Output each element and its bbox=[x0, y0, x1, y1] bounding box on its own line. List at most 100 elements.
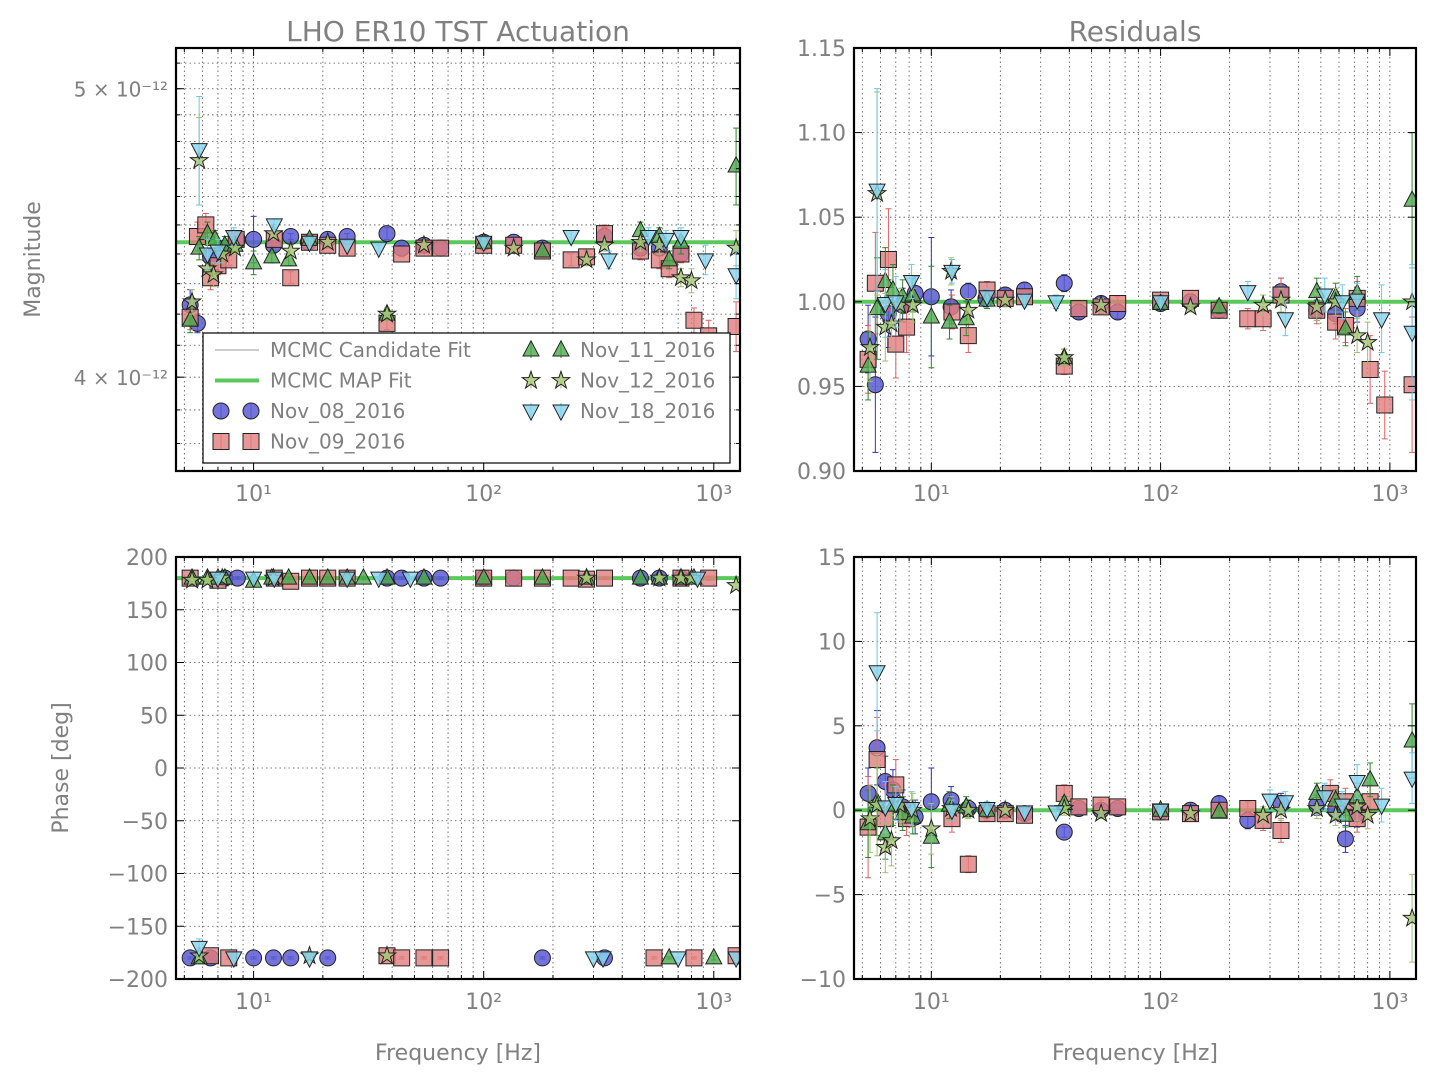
data-point bbox=[279, 567, 298, 585]
data-point bbox=[1403, 376, 1416, 394]
data-point bbox=[244, 571, 263, 589]
x-tick-label: 10² bbox=[1142, 990, 1179, 1015]
y-tick-label: 0 bbox=[154, 757, 168, 782]
data-point bbox=[1346, 324, 1368, 345]
data-point bbox=[282, 949, 300, 967]
data-point bbox=[595, 569, 613, 587]
data-point bbox=[209, 571, 227, 589]
data-point bbox=[1376, 396, 1394, 414]
data-point bbox=[562, 569, 580, 587]
data-point bbox=[376, 303, 398, 323]
x-tick-label: 10³ bbox=[1371, 990, 1408, 1015]
legend-marker bbox=[552, 404, 570, 422]
residuals-title: Residuals bbox=[1069, 15, 1202, 48]
data-point bbox=[562, 251, 580, 269]
data-point bbox=[727, 951, 740, 969]
data-point bbox=[181, 291, 203, 311]
data-point bbox=[1403, 325, 1416, 343]
phase-residuals-tick-labels: −10 −5 0 5 10 15 10¹ 10² 10³ bbox=[800, 546, 1409, 1015]
data-point bbox=[876, 800, 895, 818]
data-point bbox=[1070, 798, 1088, 816]
legend-label: Nov_08_2016 bbox=[270, 399, 405, 423]
data-point bbox=[318, 567, 337, 585]
data-point bbox=[338, 571, 356, 589]
data-point bbox=[1055, 823, 1073, 841]
data-point bbox=[432, 949, 450, 967]
y-tick-label: 1.15 bbox=[797, 37, 846, 62]
data-point bbox=[1315, 790, 1334, 807]
data-point bbox=[1239, 310, 1257, 328]
legend-marker bbox=[212, 402, 230, 420]
data-point bbox=[958, 799, 979, 819]
data-point bbox=[1180, 296, 1201, 316]
data-point bbox=[1055, 274, 1073, 292]
data-point bbox=[262, 246, 281, 264]
data-point bbox=[881, 829, 902, 850]
data-point bbox=[1276, 795, 1295, 813]
data-point bbox=[576, 567, 597, 587]
data-point bbox=[224, 229, 243, 247]
data-point bbox=[1252, 804, 1274, 824]
magnitude-ticks bbox=[176, 48, 740, 471]
data-point bbox=[669, 951, 687, 969]
legend-marker bbox=[212, 433, 230, 450]
data-point bbox=[943, 803, 961, 821]
data-point bbox=[279, 249, 298, 267]
data-point bbox=[1015, 805, 1034, 823]
legend-label: Nov_18_2016 bbox=[580, 399, 715, 423]
legend-marker bbox=[522, 404, 540, 422]
magnitude-data-marks bbox=[181, 95, 740, 353]
data-point bbox=[660, 249, 679, 267]
data-point bbox=[1239, 800, 1257, 818]
data-point bbox=[1403, 771, 1416, 789]
y-tick-label: 1.05 bbox=[797, 206, 846, 231]
data-point bbox=[902, 294, 924, 314]
phase-residuals-ticks bbox=[854, 556, 1416, 980]
data-point bbox=[727, 317, 740, 335]
data-point bbox=[209, 244, 227, 262]
data-point bbox=[959, 283, 977, 301]
data-point bbox=[1336, 318, 1355, 336]
series-nov-09-2016 bbox=[859, 208, 1416, 453]
data-point bbox=[600, 253, 618, 271]
data-point bbox=[280, 240, 301, 260]
data-point bbox=[1372, 312, 1391, 329]
legend-item: Nov_09_2016 bbox=[212, 430, 405, 454]
y-tick-label: 1.10 bbox=[797, 122, 846, 147]
data-point bbox=[879, 251, 897, 268]
data-point bbox=[415, 949, 433, 967]
data-point bbox=[1090, 294, 1112, 314]
data-point bbox=[505, 569, 523, 587]
phase-grid bbox=[176, 556, 740, 980]
data-point bbox=[533, 567, 552, 585]
legend-marker bbox=[550, 369, 572, 390]
y-tick-label: 10 bbox=[818, 630, 846, 655]
x-tick-label: 10³ bbox=[1371, 482, 1408, 507]
data-point bbox=[657, 232, 675, 250]
data-point bbox=[1276, 312, 1295, 329]
data-point bbox=[704, 947, 723, 965]
data-point bbox=[859, 336, 881, 357]
data-point bbox=[639, 229, 658, 247]
data-point bbox=[1361, 769, 1379, 787]
magnitude-residuals-data-marks bbox=[859, 88, 1416, 453]
data-point bbox=[203, 263, 224, 284]
legend-item: MCMC MAP Fit bbox=[215, 369, 412, 393]
legend-label: MCMC MAP Fit bbox=[270, 369, 412, 393]
y-tick-label: 200 bbox=[126, 546, 168, 571]
data-point bbox=[393, 949, 411, 967]
data-point bbox=[1306, 797, 1328, 818]
legend-box bbox=[202, 332, 731, 464]
magnitude-title: LHO ER10 TST Actuation bbox=[286, 15, 630, 48]
data-point bbox=[319, 949, 337, 967]
data-point bbox=[1151, 295, 1170, 313]
data-point bbox=[921, 818, 942, 838]
magnitude-ylabel: Magnitude bbox=[21, 201, 46, 318]
data-point bbox=[317, 231, 338, 251]
data-point bbox=[1306, 296, 1328, 316]
y-tick-label: 15 bbox=[818, 546, 846, 571]
data-point bbox=[432, 239, 450, 257]
data-point bbox=[1047, 805, 1065, 823]
data-point bbox=[1261, 793, 1279, 811]
data-point bbox=[401, 571, 420, 589]
